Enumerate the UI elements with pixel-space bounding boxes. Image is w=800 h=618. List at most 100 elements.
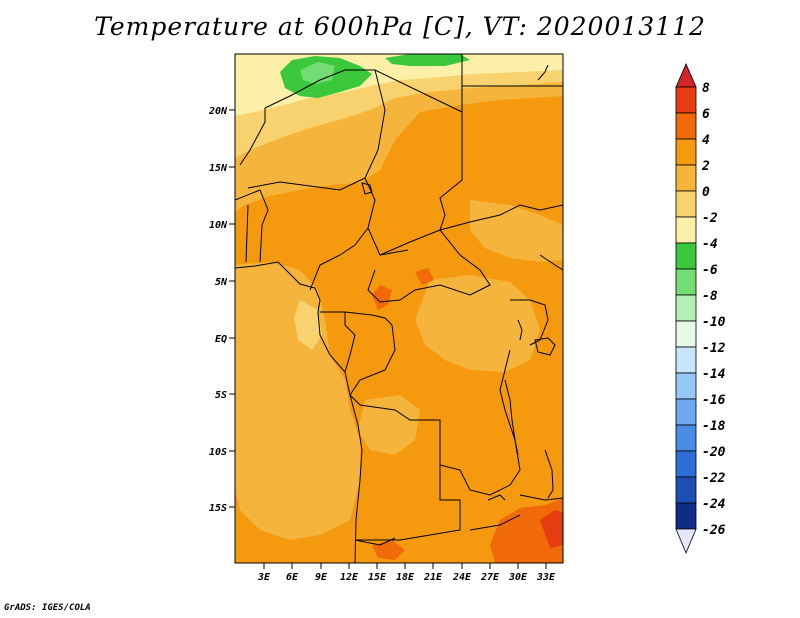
colorbar-swatch-m6tom4 xyxy=(675,242,697,270)
lat-label-10s: 10S xyxy=(209,447,227,458)
colorbar-label-m14: -14 xyxy=(702,367,726,382)
lake-kariba xyxy=(487,494,506,501)
field-0to2-west xyxy=(235,262,360,540)
colorbar-label-m2: -2 xyxy=(702,211,718,226)
colorbar-label-m6: -6 xyxy=(702,263,718,278)
colorbar-swatch-m18tom16 xyxy=(675,398,697,426)
colorbar-swatch-m24tom22 xyxy=(675,476,697,504)
colorbar-label-m4: -4 xyxy=(702,237,718,252)
coastline-west-africa xyxy=(235,261,321,313)
field-4to6-center xyxy=(372,285,392,310)
colorbar-swatch-m22tom20 xyxy=(675,450,697,478)
colorbar-swatch-6to8 xyxy=(675,86,697,114)
colorbar-label-0: 0 xyxy=(702,185,710,200)
lat-label-15s: 15S xyxy=(209,503,227,514)
boundary-congo-drc xyxy=(349,324,396,396)
field-0to2-south xyxy=(358,395,420,455)
colorbar-swatch-m20tom18 xyxy=(675,424,697,452)
coastline-gabon-angola xyxy=(317,311,363,563)
field-m8tom6-north xyxy=(300,62,335,84)
lon-label-12e: 12E xyxy=(340,572,359,583)
colorbar-swatch-0to2 xyxy=(675,164,697,192)
colorbar xyxy=(675,62,697,555)
field-m6tom4-north-2 xyxy=(385,54,470,66)
boundary-drc-east xyxy=(499,349,521,486)
country-boundaries xyxy=(235,54,563,563)
colorbar-top-triangle xyxy=(675,62,697,88)
colorbar-label-m10: -10 xyxy=(702,315,726,330)
boundary-angola-zambia xyxy=(355,465,461,541)
colorbar-label-m12: -12 xyxy=(702,341,726,356)
lat-label-15n: 15N xyxy=(209,163,228,174)
colorbar-swatch-2to4 xyxy=(675,138,697,166)
boundary-gabon-congo xyxy=(344,312,356,373)
lake-albert xyxy=(517,319,523,341)
boundary-chad-libya xyxy=(374,69,463,231)
temperature-field xyxy=(235,54,563,563)
lat-label-5s: 5S xyxy=(215,390,227,401)
boundary-drc-angola xyxy=(349,394,511,496)
lon-label-24e: 24E xyxy=(452,572,472,583)
lon-label-9e: 9E xyxy=(315,572,328,583)
boundary-uganda-kenya xyxy=(510,299,549,346)
colorbar-swatch-m4tom2 xyxy=(675,216,697,244)
lat-label-5n: 5N xyxy=(215,277,228,288)
colorbar-label-8: 8 xyxy=(702,81,710,96)
coastline-red-sea xyxy=(537,64,549,81)
field-4to6-northcenter xyxy=(415,268,434,285)
colorbar-swatch-m8tom6 xyxy=(675,268,697,296)
boundary-angola-namibia xyxy=(354,537,396,546)
colorbar-swatch-m2to0 xyxy=(675,190,697,218)
colorbar-swatch-m26tom24 xyxy=(675,502,697,530)
colorbar-labels: 8 6 4 2 0 -2 -4 -6 -8 -10 -12 -14 -16 -1… xyxy=(701,81,726,538)
boundary-southsudan-ethiopia xyxy=(539,254,563,271)
colorbar-label-6: 6 xyxy=(702,107,710,122)
boundary-cameroon-congo xyxy=(320,311,393,326)
colorbar-label-m26: -26 xyxy=(702,523,726,538)
colorbar-bottom-triangle xyxy=(675,528,697,555)
colorbar-label-2: 2 xyxy=(701,159,710,174)
lon-label-21e: 21E xyxy=(423,572,443,583)
boundary-niger-nigeria xyxy=(247,177,366,191)
colorbar-swatch-4to6 xyxy=(675,112,697,140)
lake-tanganyika xyxy=(504,379,519,456)
longitude-axis: 3E 6E 9E 12E 15E 18E 21E 24E 27E 30E 33E xyxy=(257,563,556,583)
lon-label-3e: 3E xyxy=(257,572,271,583)
latitude-axis: 20N 15N 10N 5N EQ 5S 10S 15S xyxy=(208,106,235,514)
field-0to2-northeast xyxy=(470,200,563,262)
colorbar-swatch-m10tom8 xyxy=(675,294,697,322)
map-frame xyxy=(234,53,564,564)
field-4to6-southeast xyxy=(490,498,563,563)
boundary-algeria-niger xyxy=(264,69,346,109)
colorbar-label-4: 4 xyxy=(702,133,710,148)
colorbar-swatch-m16tom14 xyxy=(675,372,697,400)
lon-label-33e: 33E xyxy=(536,572,556,583)
lon-label-6e: 6E xyxy=(286,572,299,583)
boundary-benin-togo xyxy=(245,204,263,263)
lat-label-10n: 10N xyxy=(209,220,228,231)
colorbar-label-m18: -18 xyxy=(702,419,726,434)
lon-label-27e: 27E xyxy=(480,572,500,583)
colorbar-swatch-m12tom10 xyxy=(675,320,697,348)
colorbar-label-m22: -22 xyxy=(702,471,726,486)
lat-label-20n: 20N xyxy=(208,106,228,117)
colorbar-label-m20: -20 xyxy=(702,445,726,460)
colorbar-label-m24: -24 xyxy=(702,497,726,512)
boundary-burkina xyxy=(235,189,269,226)
field-m2to0-west xyxy=(294,300,322,350)
boundary-mali-niger xyxy=(239,108,266,166)
lake-victoria xyxy=(534,337,556,356)
lake-malawi xyxy=(544,449,554,499)
colorbar-label-m8: -8 xyxy=(702,289,718,304)
field-0to2-center xyxy=(415,275,540,372)
lon-label-18e: 18E xyxy=(396,572,415,583)
lon-label-30e: 30E xyxy=(508,572,528,583)
chart-title: Temperature at 600hPa [C], VT: 202001311… xyxy=(94,12,706,41)
colorbar-swatch-m14tom12 xyxy=(675,346,697,374)
lat-label-eq: EQ xyxy=(215,334,227,345)
boundary-sudan-southsudan xyxy=(439,204,563,231)
boundary-nigeria-cameroon xyxy=(309,227,369,291)
field-6to8-southeast xyxy=(540,510,563,548)
grads-credit: GrADS: IGES/COLA xyxy=(4,603,91,613)
